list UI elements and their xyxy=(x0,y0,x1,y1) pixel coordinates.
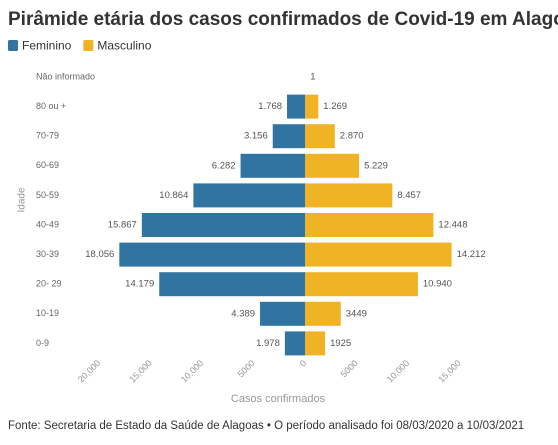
x-axis-label: Casos confirmados xyxy=(231,393,326,405)
category-label: 60-69 xyxy=(36,160,59,170)
value-label: 18.056 xyxy=(85,249,114,260)
category-label: 20- 29 xyxy=(36,279,62,289)
value-label: 5.229 xyxy=(364,160,388,171)
value-label: 3.156 xyxy=(244,131,268,142)
category-label: 30-39 xyxy=(36,249,59,259)
category-label: 70-79 xyxy=(36,131,59,141)
value-label: 6.282 xyxy=(212,160,236,171)
bar xyxy=(240,153,306,178)
value-label: 2.870 xyxy=(340,131,364,142)
x-tick-label: 10,000 xyxy=(179,358,206,385)
bar xyxy=(305,94,319,119)
bar xyxy=(305,301,341,326)
category-label: Não informado xyxy=(36,71,95,81)
source-note: Fonte: Secretaria de Estado da Saúde de … xyxy=(8,420,524,432)
value-label: 10.864 xyxy=(159,190,188,201)
bar xyxy=(119,242,306,267)
category-label: 0-9 xyxy=(36,338,49,348)
x-tick-label: 5000 xyxy=(339,358,360,379)
bar xyxy=(305,242,452,267)
value-label: 4.389 xyxy=(231,308,255,319)
value-label: 8.457 xyxy=(397,190,421,201)
bar xyxy=(305,183,393,208)
bar xyxy=(141,213,306,237)
bar xyxy=(305,153,360,178)
x-tick-label: 5000 xyxy=(236,358,257,379)
x-tick-label: 15,000 xyxy=(127,358,154,385)
value-label: 14.212 xyxy=(457,249,486,260)
bar xyxy=(159,272,306,297)
bar xyxy=(272,124,306,149)
bar xyxy=(193,183,306,208)
category-label: 10-19 xyxy=(36,308,59,318)
value-label: 1 xyxy=(310,72,315,83)
category-label: 50-59 xyxy=(36,190,59,200)
bar xyxy=(287,94,306,119)
x-tick-label: 0 xyxy=(298,358,309,369)
value-label: 3449 xyxy=(346,308,367,319)
bar xyxy=(305,124,335,149)
x-tick-label: 15,000 xyxy=(436,358,463,385)
value-label: 10.940 xyxy=(423,279,452,290)
value-label: 1.768 xyxy=(258,101,282,112)
value-label: 12.448 xyxy=(438,220,467,231)
y-axis-label: Idade xyxy=(17,187,28,212)
bar xyxy=(305,272,418,297)
chart-title: Pirâmide etária dos casos confirmados de… xyxy=(8,9,558,30)
value-label: 1.978 xyxy=(256,338,280,349)
value-label: 1.269 xyxy=(323,101,347,112)
legend-swatch xyxy=(8,40,18,51)
category-label: 40-49 xyxy=(36,219,59,229)
x-tick-label: 20,000 xyxy=(76,358,103,385)
bar xyxy=(284,331,306,356)
value-label: 1925 xyxy=(330,338,351,349)
value-label: 14.179 xyxy=(125,279,154,290)
legend-label: Masculino xyxy=(97,39,151,53)
legend-swatch xyxy=(83,40,94,51)
bar xyxy=(305,213,434,237)
legend-label: Feminino xyxy=(22,39,72,53)
x-tick-label: 10,000 xyxy=(385,358,412,385)
value-label: 15.867 xyxy=(108,220,137,231)
bar xyxy=(305,331,326,356)
category-label: 80 ou + xyxy=(36,101,66,111)
bar xyxy=(260,301,306,326)
